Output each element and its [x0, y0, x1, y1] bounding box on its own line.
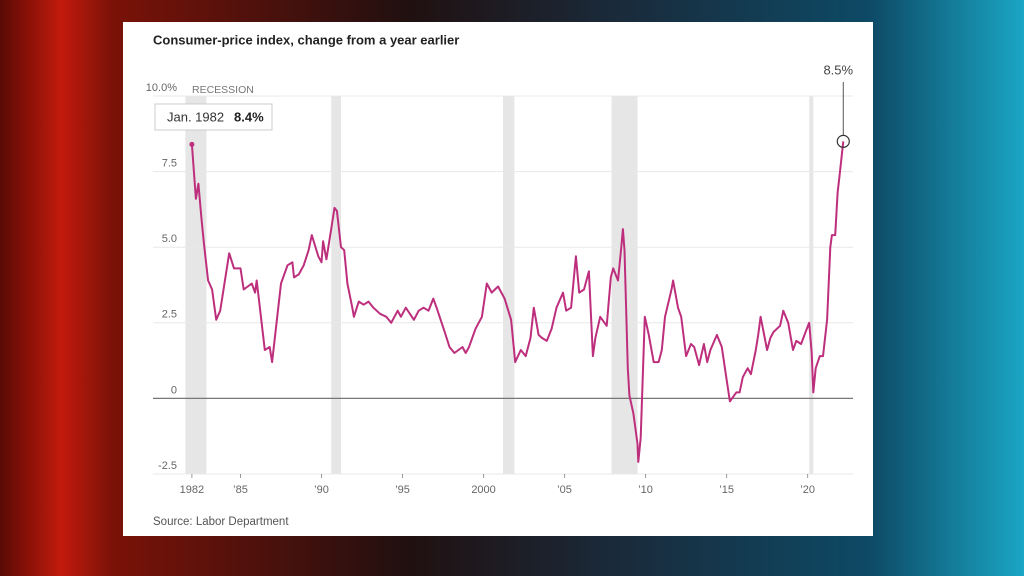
cpi-line — [190, 141, 845, 463]
x-tick-label: ’20 — [800, 484, 815, 496]
start-dot — [189, 141, 195, 147]
y-tick-label: 7.5 — [162, 158, 177, 170]
recession-band — [185, 96, 207, 474]
x-tick-label: ’05 — [557, 484, 572, 496]
recession-band — [331, 96, 341, 474]
tooltip-value: 8.4% — [234, 109, 264, 124]
y-tick-label: 0 — [171, 384, 177, 396]
y-tick-label: 10.0% — [146, 82, 177, 94]
tooltip-date: Jan. 1982 — [167, 109, 224, 124]
source: Source: Labor Department — [153, 516, 289, 528]
x-tick-label: 1982 — [180, 484, 204, 496]
x-tick-label: ’95 — [395, 484, 410, 496]
tooltip-box — [154, 103, 273, 131]
end-marker — [836, 134, 850, 148]
recession-band — [503, 96, 515, 474]
x-tick-label: ’10 — [638, 484, 653, 496]
end-label: 8.5% — [823, 62, 853, 77]
y-tick-label: 2.5 — [162, 309, 177, 321]
x-tick-label: ’15 — [719, 484, 734, 496]
chart-title: Consumer-price index, change from a year… — [153, 32, 459, 47]
y-tick-label: -2.5 — [158, 460, 177, 472]
x-tick-label: ’85 — [233, 484, 248, 496]
y-tick-label: 5.0 — [162, 233, 177, 245]
recession-band — [809, 96, 814, 474]
x-tick-label: 2000 — [471, 484, 495, 496]
x-tick-label: ’90 — [314, 484, 329, 496]
recession-label: RECESSION — [192, 84, 254, 96]
